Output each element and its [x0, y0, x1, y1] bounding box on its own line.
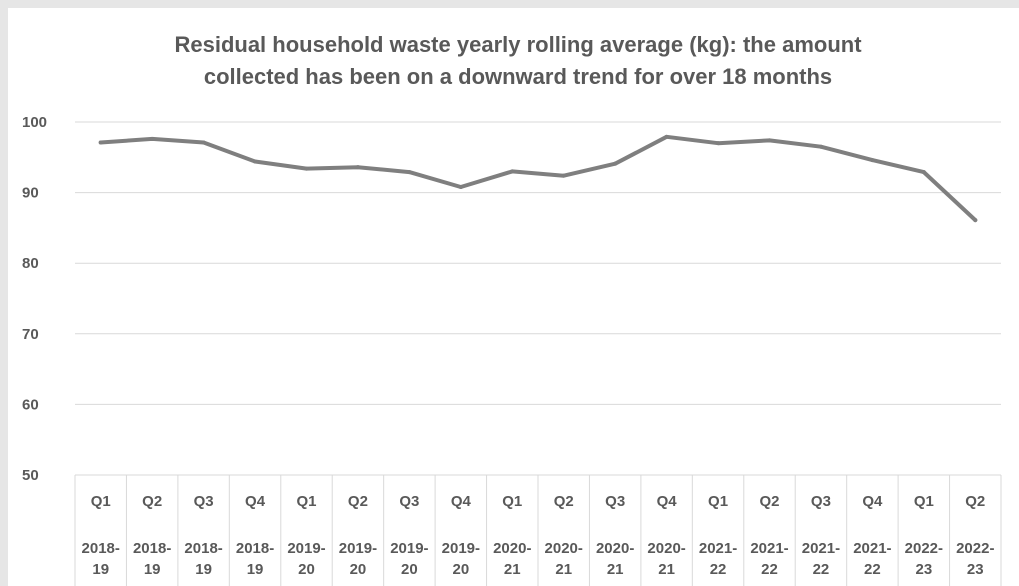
x-tick-label-year-bottom: 19 — [144, 561, 161, 578]
x-tick-label-year-bottom: 22 — [864, 561, 881, 578]
x-tick-label-year-bottom: 20 — [452, 561, 469, 578]
y-tick-label: 50 — [22, 467, 39, 484]
data-point — [870, 158, 875, 163]
x-tick-label-year-bottom: 22 — [761, 561, 778, 578]
x-tick-label-quarter: Q4 — [657, 493, 678, 510]
x-tick-label-year-top: 2021- — [853, 540, 891, 557]
x-tick-label-year-bottom: 23 — [915, 561, 932, 578]
x-tick-label-year-top: 2021- — [802, 540, 840, 557]
series-line — [98, 134, 978, 223]
x-tick-label-quarter: Q3 — [811, 493, 831, 510]
x-tick-label-quarter: Q1 — [502, 493, 522, 510]
data-point — [716, 141, 721, 146]
data-point — [613, 161, 618, 166]
data-point — [510, 169, 515, 174]
gridlines — [75, 121, 1001, 405]
y-tick-label: 90 — [22, 185, 39, 202]
x-tick-label-year-top: 2022- — [905, 540, 943, 557]
x-tick-label-quarter: Q1 — [914, 493, 934, 510]
x-tick-label-year-bottom: 21 — [658, 561, 675, 578]
x-tick-label-quarter: Q3 — [194, 493, 214, 510]
x-tick-label-year-bottom: 20 — [350, 561, 367, 578]
chart-title-line-1: Residual household waste yearly rolling … — [174, 32, 862, 57]
x-tick-label-quarter: Q2 — [348, 493, 368, 510]
x-tick-label-year-top: 2020- — [545, 540, 583, 557]
x-tick-label-year-bottom: 19 — [195, 561, 212, 578]
data-point — [818, 144, 823, 149]
x-tick-label-quarter: Q1 — [708, 493, 728, 510]
data-point — [304, 166, 309, 171]
data-point — [355, 165, 360, 170]
x-tick-label-year-top: 2019- — [339, 540, 377, 557]
x-tick-label-year-top: 2021- — [699, 540, 737, 557]
x-tick-label-quarter: Q4 — [862, 493, 883, 510]
x-tick-label-quarter: Q1 — [91, 493, 111, 510]
x-tick-label-year-top: 2018- — [236, 540, 274, 557]
x-tick-label-year-top: 2018- — [82, 540, 120, 557]
data-point — [561, 173, 566, 178]
x-tick-label-year-top: 2019- — [390, 540, 428, 557]
data-point — [921, 170, 926, 175]
data-point — [664, 134, 669, 139]
chart-title-line-2: collected has been on a downward trend f… — [204, 64, 832, 89]
chart-title: Residual household waste yearly rolling … — [174, 32, 862, 89]
x-tick-label-year-top: 2022- — [956, 540, 994, 557]
x-tick-label-year-bottom: 21 — [555, 561, 572, 578]
y-tick-label: 100 — [22, 114, 47, 131]
data-point — [150, 136, 155, 141]
x-tick-label-quarter: Q4 — [451, 493, 472, 510]
y-tick-label: 70 — [22, 326, 39, 343]
x-tick-label-quarter: Q2 — [965, 493, 985, 510]
chart-frame: Residual household waste yearly rolling … — [8, 8, 1019, 586]
x-tick-label-quarter: Q3 — [399, 493, 419, 510]
data-point — [253, 159, 258, 164]
x-tick-label-year-bottom: 21 — [607, 561, 624, 578]
x-tick-label-year-bottom: 22 — [710, 561, 727, 578]
x-tick-label-year-top: 2019- — [442, 540, 480, 557]
data-point — [201, 140, 206, 145]
x-tick-label-year-top: 2018- — [133, 540, 171, 557]
series-line-group — [98, 134, 978, 223]
x-tick-label-quarter: Q1 — [296, 493, 316, 510]
data-point — [98, 140, 103, 145]
x-tick-label-year-bottom: 23 — [967, 561, 984, 578]
x-tick-label-year-bottom: 20 — [298, 561, 315, 578]
line-chart: Residual household waste yearly rolling … — [22, 32, 1002, 586]
data-point — [407, 170, 412, 175]
data-point — [767, 138, 772, 143]
y-axis: 50 60 70 80 90 100 — [22, 114, 47, 484]
x-tick-label-year-bottom: 19 — [247, 561, 264, 578]
x-axis-table: Q1 2018- 19 Q2 2018- 19 Q3 2018- 19 Q4 2018- 19 Q1 20… — [74, 474, 1002, 586]
x-tick-label-year-top: 2018- — [184, 540, 222, 557]
data-point — [973, 218, 978, 223]
x-tick-label-year-bottom: 19 — [92, 561, 109, 578]
x-tick-label-year-top: 2020- — [596, 540, 634, 557]
x-tick-label-year-bottom: 21 — [504, 561, 521, 578]
x-tick-label-year-top: 2020- — [493, 540, 531, 557]
x-tick-label-year-top: 2021- — [750, 540, 788, 557]
x-tick-label-quarter: Q2 — [554, 493, 574, 510]
x-tick-label-quarter: Q4 — [245, 493, 266, 510]
y-tick-label: 60 — [22, 396, 39, 413]
x-tick-label-quarter: Q2 — [759, 493, 779, 510]
x-tick-label-year-top: 2019- — [287, 540, 325, 557]
x-tick-label-year-bottom: 20 — [401, 561, 418, 578]
x-tick-label-quarter: Q3 — [605, 493, 625, 510]
x-tick-label-quarter: Q2 — [142, 493, 162, 510]
x-tick-label-year-top: 2020- — [647, 540, 685, 557]
x-tick-label-year-bottom: 22 — [813, 561, 830, 578]
y-tick-label: 80 — [22, 255, 39, 272]
data-point — [458, 184, 463, 189]
